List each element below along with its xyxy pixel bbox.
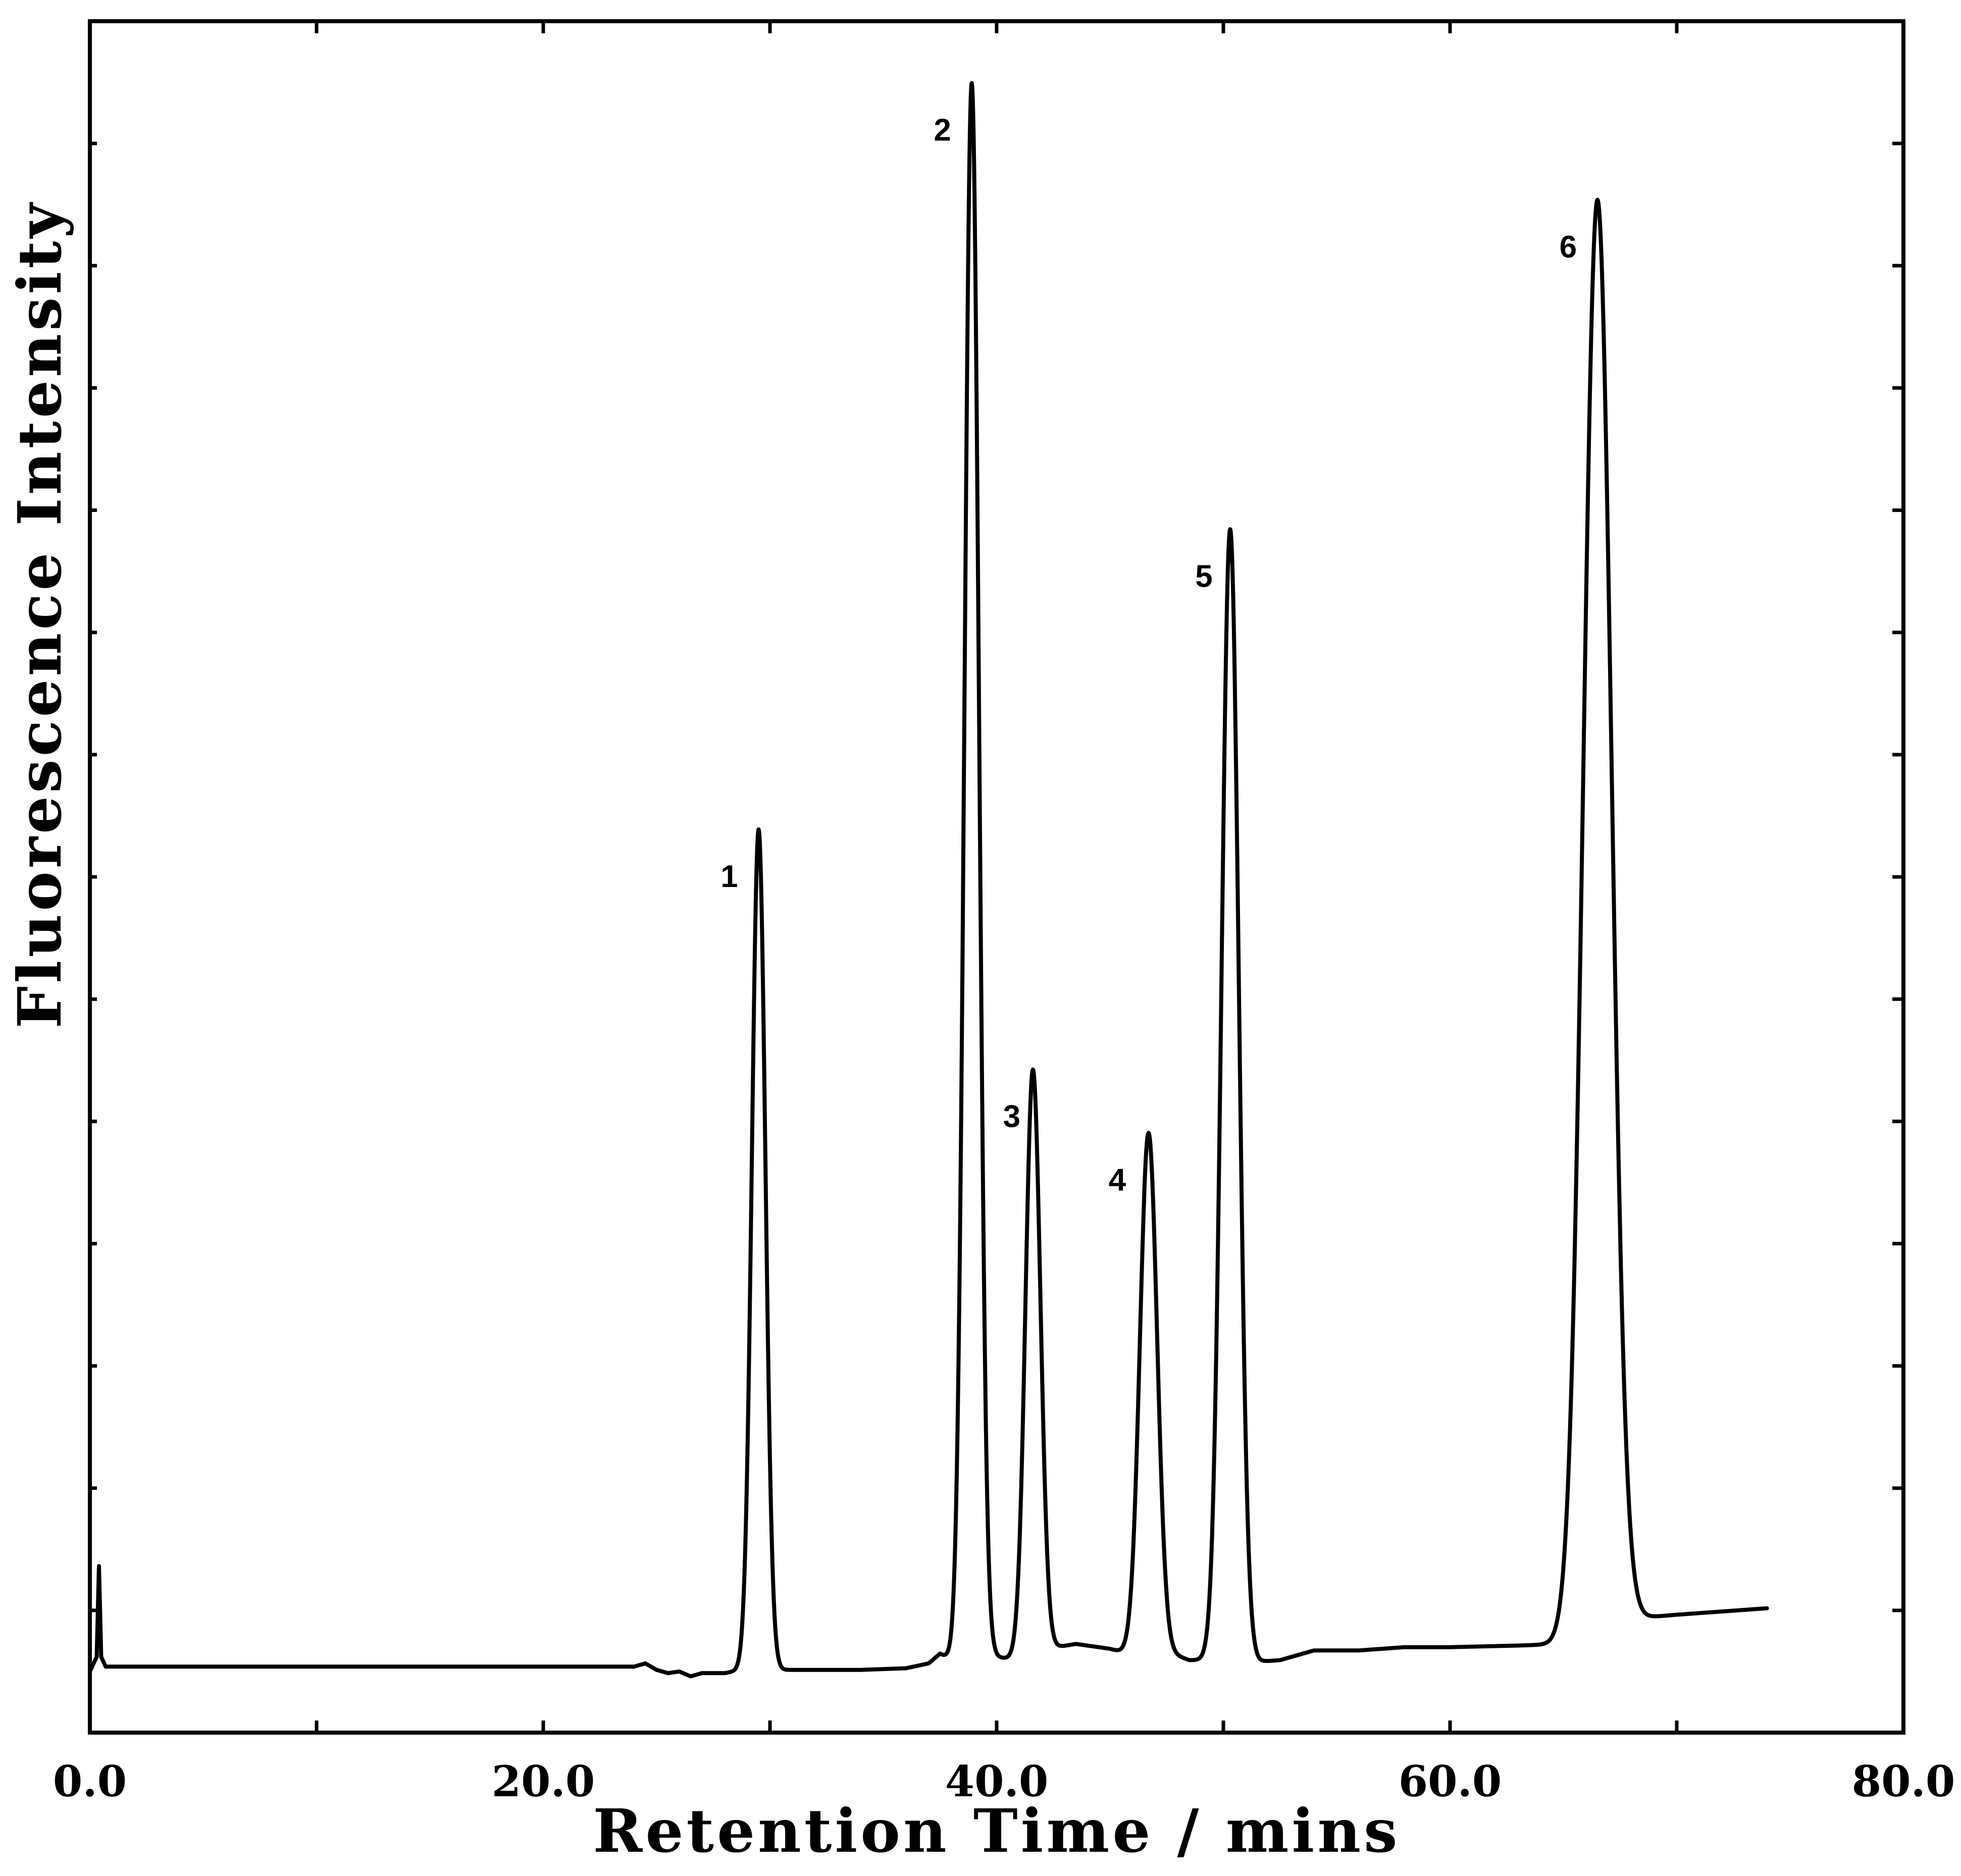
peak-label-1: 1 [720,859,738,894]
x-tick-labels: 0.0 20.0 40.0 60.0 80.0 [53,1756,1955,1806]
peak-label-4: 4 [1109,1163,1126,1197]
y-axis-title: Fluorescence Intensity [5,200,75,1028]
peak-label-6: 6 [1560,230,1577,265]
x-axis-title: Retention Time / mins [593,1796,1400,1866]
x-tick-label: 60.0 [1399,1756,1502,1806]
peak-label-3: 3 [1003,1100,1020,1134]
peak-labels: 1 2 3 4 5 6 [720,113,1577,1197]
peak-label-5: 5 [1195,559,1212,594]
x-tick-label: 0.0 [53,1756,127,1806]
peak-label-2: 2 [934,113,951,147]
x-tick-label: 20.0 [492,1756,595,1806]
axis-ticks [88,21,1905,1733]
chromatogram-trace [88,81,1769,1679]
x-tick-label: 40.0 [945,1756,1049,1806]
x-tick-label: 80.0 [1852,1756,1955,1806]
